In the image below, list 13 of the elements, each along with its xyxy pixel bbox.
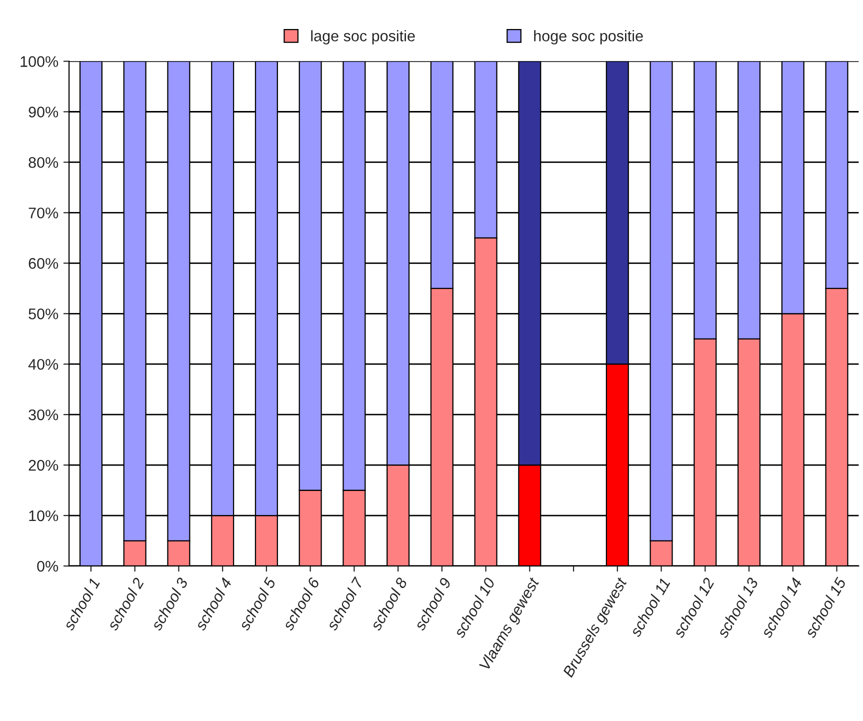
y-tick-label: 30% (28, 409, 58, 420)
legend-label: lage soc positie (311, 30, 415, 44)
y-tick-label: 70% (28, 208, 58, 218)
y-tick-label: 80% (28, 157, 58, 168)
y-tick-label: 60% (28, 258, 58, 269)
legend-label: hoge soc positie (534, 30, 643, 44)
y-tick-label: 40% (28, 358, 58, 370)
y-tick-label: 20% (28, 460, 58, 471)
y-tick-label: 10% (29, 510, 58, 522)
y-tick-label: 0% (37, 560, 58, 572)
y-tick-label: 90% (28, 106, 58, 118)
y-tick-label: 50% (28, 308, 58, 320)
y-tick-label: 100% (20, 56, 58, 67)
